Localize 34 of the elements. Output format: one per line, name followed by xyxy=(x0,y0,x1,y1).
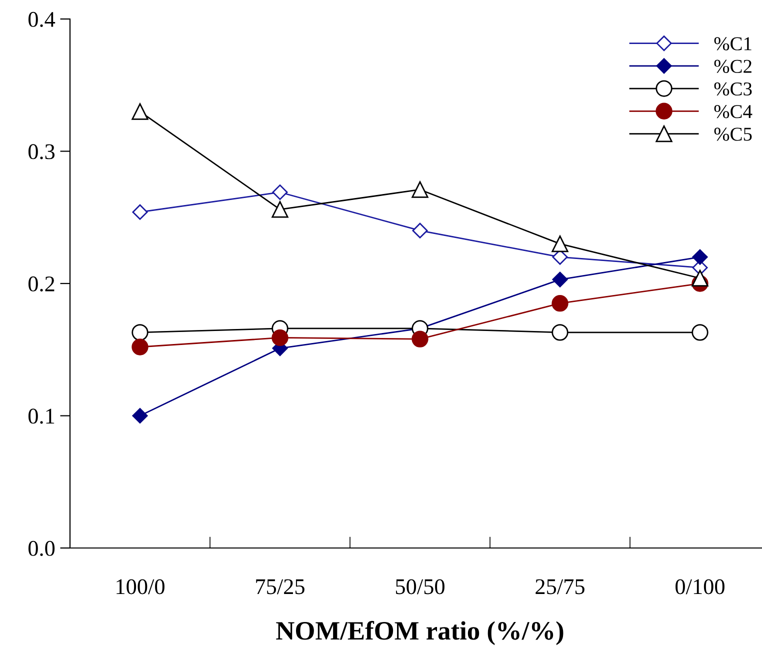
x-axis-title: NOM/EfOM ratio (%/%) xyxy=(276,620,564,646)
point xyxy=(132,324,148,341)
legend-label: %C2 xyxy=(714,60,752,73)
x-tick-label: 25/75 xyxy=(536,579,584,594)
point xyxy=(272,201,288,218)
point xyxy=(552,295,568,312)
x-tick-label: 75/25 xyxy=(256,579,304,594)
point xyxy=(272,329,288,346)
point xyxy=(552,272,568,288)
point xyxy=(552,324,568,341)
y-tick-label: 0.2 xyxy=(28,276,54,292)
legend-label: %C5 xyxy=(714,128,752,141)
y-tick-label: 0.0 xyxy=(28,540,55,556)
point xyxy=(132,103,148,120)
point xyxy=(412,222,428,238)
legend-label: %C4 xyxy=(714,105,752,118)
y-tick-label: 0.4 xyxy=(28,12,56,28)
y-tick-label: 0.1 xyxy=(28,408,54,424)
y-tick-label: 0.3 xyxy=(28,144,55,160)
x-tick-label: 50/50 xyxy=(396,579,444,594)
point xyxy=(692,270,708,287)
point xyxy=(132,408,148,424)
x-tick-label: 0/100 xyxy=(676,579,724,594)
point xyxy=(692,249,708,265)
point xyxy=(692,324,708,341)
point xyxy=(272,184,288,200)
point xyxy=(132,338,148,356)
point xyxy=(552,235,568,252)
point xyxy=(412,330,428,348)
x-tick-label: 100/0 xyxy=(116,579,164,594)
point xyxy=(412,181,428,198)
legend-label: %C3 xyxy=(714,82,752,96)
legend-label: %C1 xyxy=(714,37,752,50)
point xyxy=(132,204,148,220)
